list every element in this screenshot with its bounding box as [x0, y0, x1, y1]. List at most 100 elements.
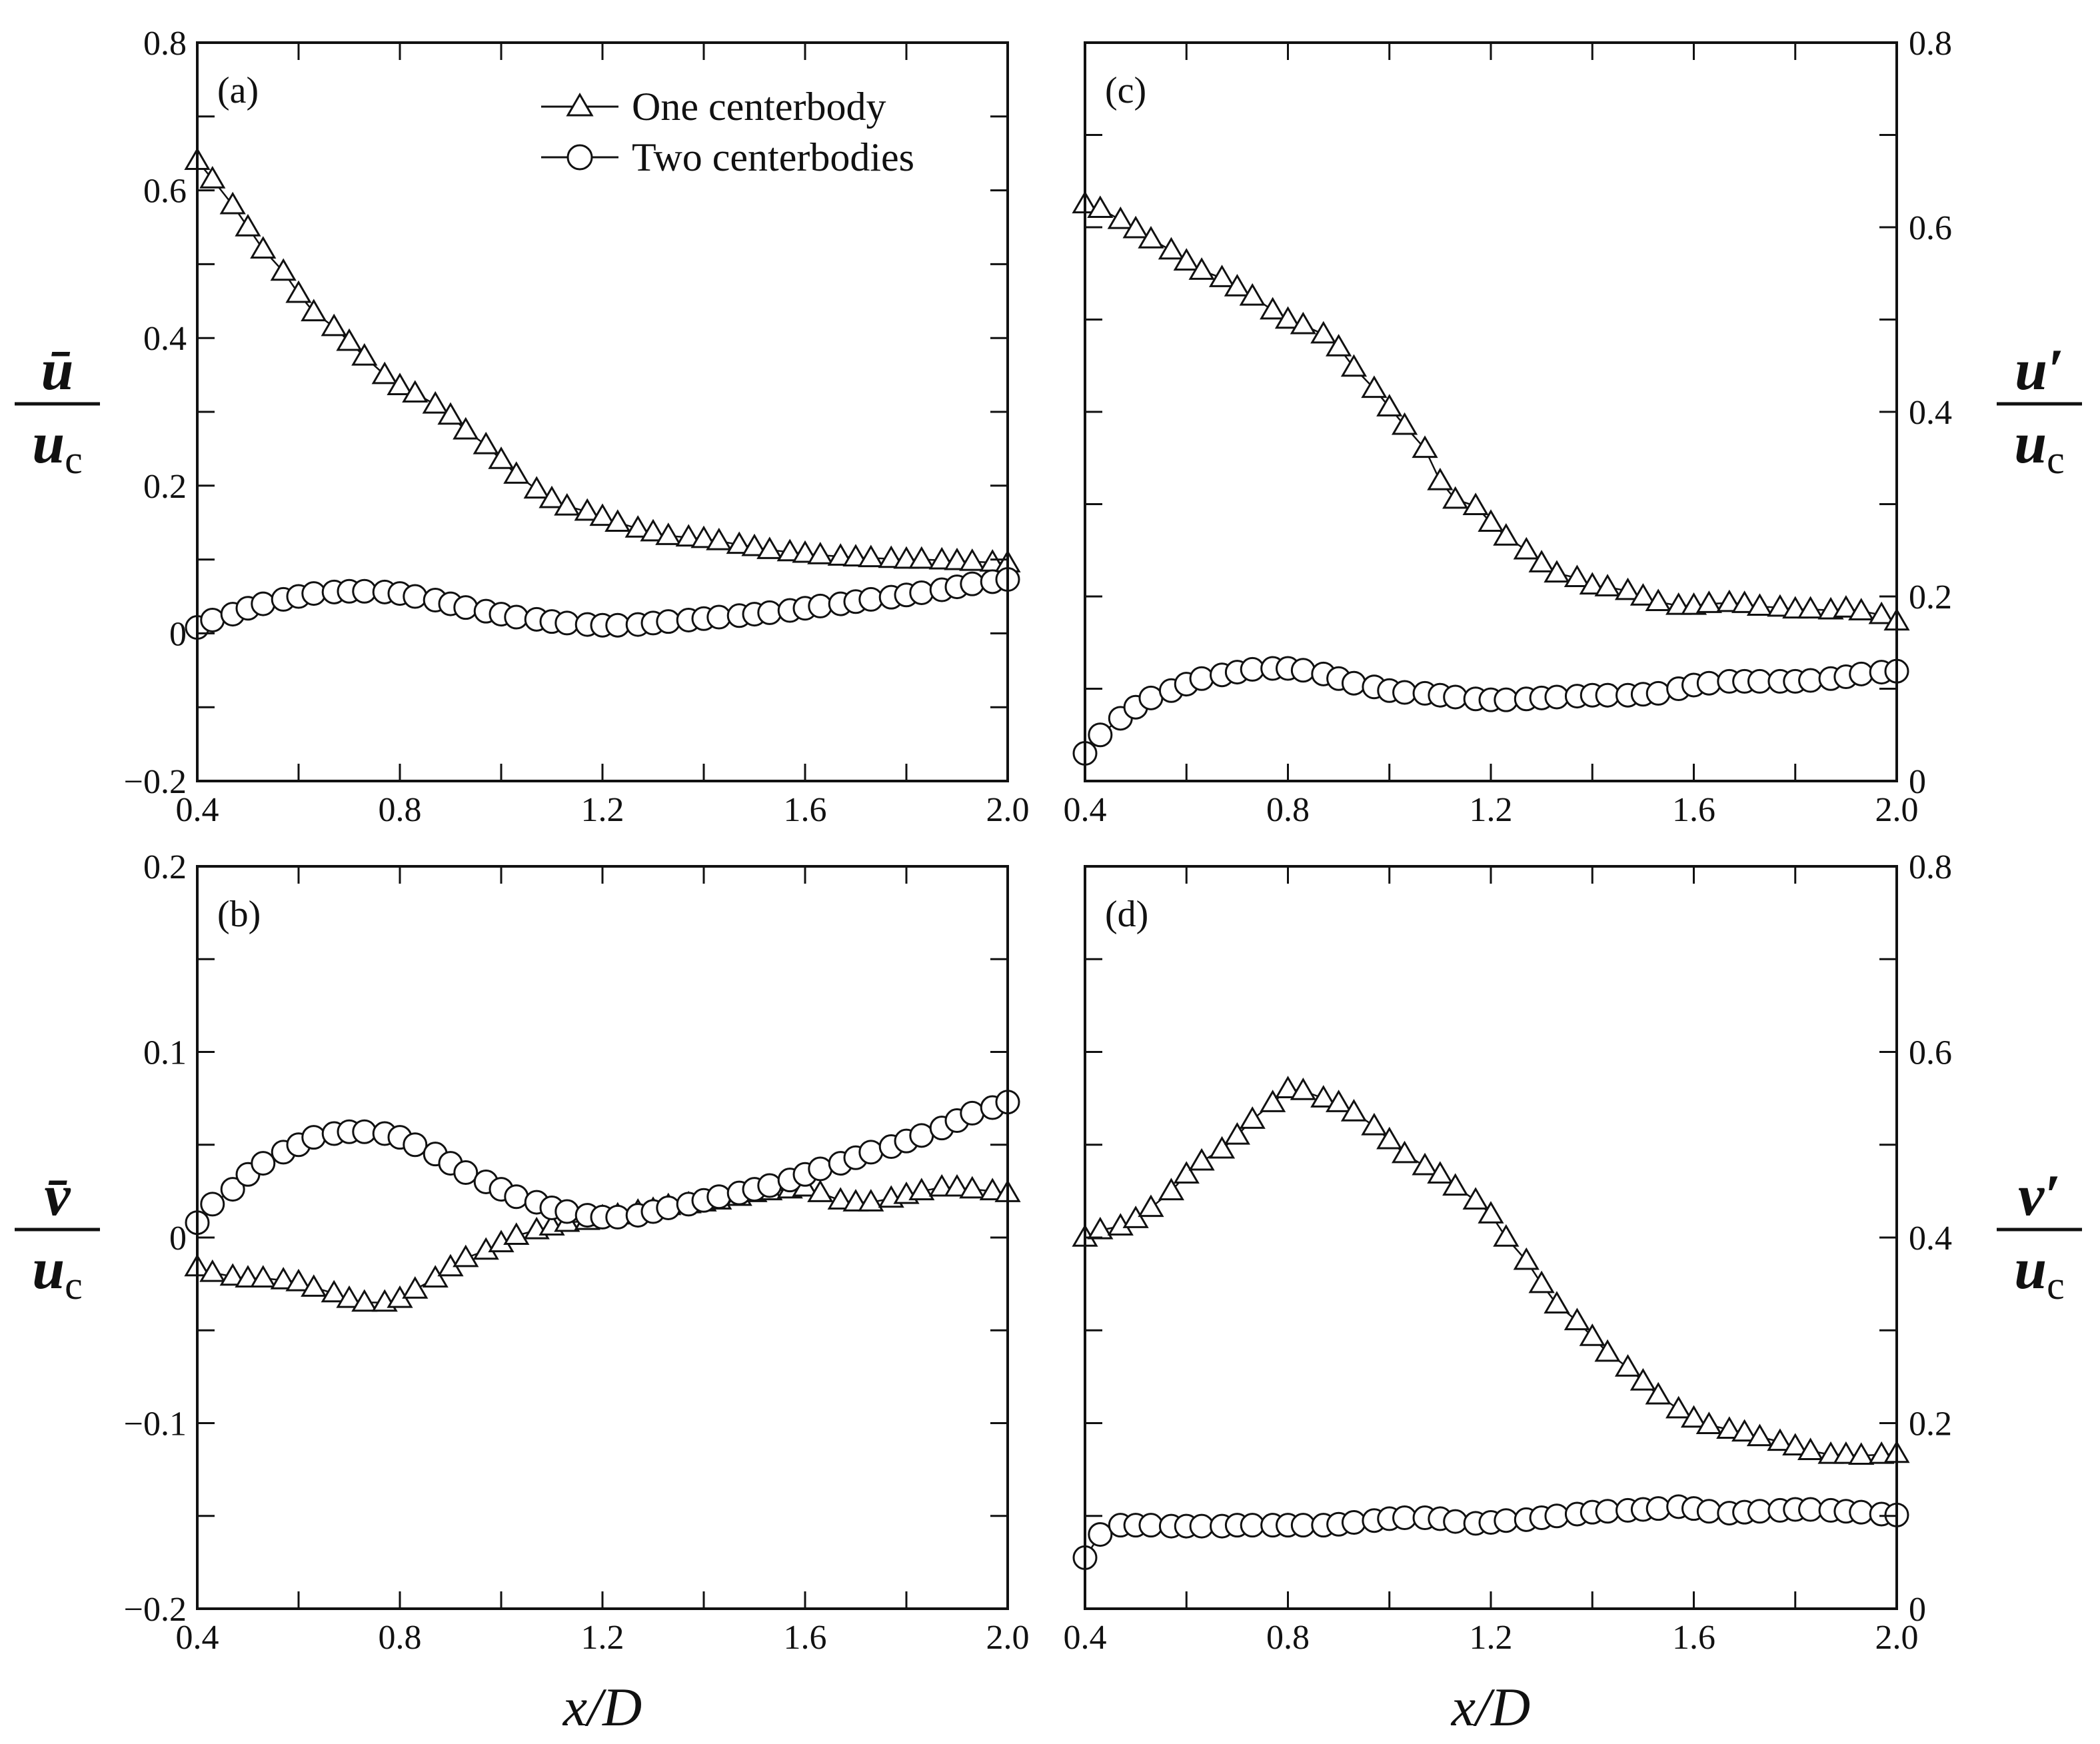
data-point-circle	[1138, 1513, 1164, 1538]
data-point-triangle	[1848, 1442, 1875, 1465]
data-point-triangle	[1767, 594, 1793, 617]
data-point-triangle	[1564, 564, 1591, 588]
data-point-circle	[1595, 682, 1620, 708]
data-point-triangle	[1665, 1395, 1692, 1419]
data-point-triangle	[285, 280, 312, 303]
data-point-triangle	[944, 547, 970, 570]
legend-marker-triangle	[566, 93, 594, 117]
data-point-circle	[605, 1204, 630, 1230]
data-point-triangle	[1528, 550, 1555, 572]
x-tick-label: 2.0	[1875, 791, 1919, 829]
data-point-triangle	[437, 402, 464, 425]
data-point-circle	[1290, 1513, 1316, 1538]
data-point-triangle	[1579, 1323, 1605, 1346]
data-point-circle	[960, 1100, 985, 1126]
data-point-triangle	[1122, 1206, 1149, 1228]
data-point-circle	[1747, 668, 1772, 694]
data-point-triangle	[1376, 1126, 1403, 1150]
panel-d-ylabel-numerator: v′	[2018, 1164, 2061, 1228]
data-point-triangle	[1427, 467, 1454, 490]
data-point-triangle	[675, 524, 702, 547]
data-point-circle	[909, 1123, 934, 1148]
x-tick-label: 0.4	[1064, 1619, 1107, 1657]
y-tick-label: 0	[1909, 763, 1926, 801]
data-point-triangle	[250, 236, 277, 259]
data-point-circle	[554, 1199, 580, 1224]
data-point-circle	[1138, 685, 1164, 710]
data-point-triangle	[604, 509, 631, 532]
data-point-triangle	[1833, 1441, 1859, 1464]
data-point-triangle	[1412, 435, 1438, 458]
y-tick-label: 0.4	[1909, 394, 1952, 432]
data-point-triangle	[741, 533, 768, 556]
data-point-triangle	[589, 503, 616, 526]
data-point-triangle	[1188, 1148, 1215, 1171]
panel-b-label: (b)	[217, 894, 261, 935]
data-point-circle	[301, 581, 327, 606]
data-point-triangle	[1087, 195, 1114, 219]
x-tick-label: 1.2	[581, 1619, 624, 1657]
data-point-triangle	[1442, 1173, 1469, 1196]
data-point-triangle	[1361, 375, 1388, 399]
x-tick-label: 0.8	[1266, 791, 1310, 829]
data-point-circle	[1392, 1505, 1418, 1531]
data-point-circle	[504, 604, 529, 630]
data-point-triangle	[1290, 1078, 1316, 1100]
panel-a-label: (a)	[217, 70, 259, 111]
data-point-triangle	[1224, 1122, 1250, 1145]
y-tick-label: 0.4	[1909, 1220, 1952, 1258]
panel-c-ylabel-denominator: uc	[2014, 411, 2065, 482]
data-point-triangle	[1274, 1076, 1302, 1098]
data-point-circle	[1696, 670, 1721, 696]
data-point-triangle	[1391, 1140, 1418, 1164]
data-point-circle	[403, 584, 428, 609]
data-point-circle	[453, 595, 479, 620]
y-tick-label: 0.6	[143, 173, 187, 211]
data-point-triangle	[959, 1176, 986, 1199]
data-point-triangle	[387, 373, 413, 395]
data-point-circle	[1392, 680, 1418, 705]
panel-c-label: (c)	[1105, 70, 1146, 111]
data-point-triangle	[1173, 1161, 1200, 1184]
data-point-triangle	[1260, 1090, 1286, 1112]
data-point-triangle	[1614, 1353, 1641, 1377]
data-point-triangle	[827, 543, 854, 566]
data-point-triangle	[422, 1265, 449, 1288]
data-point-triangle	[1579, 572, 1605, 595]
data-point-triangle	[1513, 1247, 1540, 1270]
panel-b-ylabel-denominator-sub: c	[65, 1264, 83, 1308]
data-point-triangle	[1797, 1437, 1824, 1461]
data-point-triangle	[1629, 1367, 1656, 1391]
data-point-triangle	[928, 546, 955, 570]
panel-c-ylabel: u′ uc	[1997, 338, 2082, 482]
data-point-triangle	[301, 1274, 327, 1297]
data-point-triangle	[1797, 596, 1824, 619]
data-point-triangle	[1224, 274, 1250, 297]
data-point-circle	[504, 1184, 529, 1210]
data-point-triangle	[1614, 577, 1641, 600]
data-point-circle	[909, 580, 934, 605]
data-point-circle	[858, 586, 884, 612]
x-tick-label: 2.0	[986, 1619, 1030, 1657]
data-point-triangle	[199, 165, 226, 189]
data-point-triangle	[1340, 1099, 1368, 1122]
data-point-triangle	[690, 525, 717, 548]
y-tick-label: 0.2	[1909, 578, 1952, 616]
data-point-triangle	[453, 1244, 479, 1268]
data-point-triangle	[1528, 1270, 1555, 1294]
data-point-triangle	[1695, 590, 1722, 613]
data-point-triangle	[1746, 1423, 1773, 1447]
data-point-triangle	[878, 545, 904, 568]
data-point-triangle	[488, 446, 515, 469]
data-point-circle	[1544, 1503, 1570, 1529]
x-tick-label: 1.6	[784, 1619, 827, 1657]
data-point-triangle	[1493, 522, 1520, 546]
panel-b-ylabel: v̄ uc	[15, 1164, 100, 1308]
x-tick-label: 1.2	[1470, 1619, 1513, 1657]
panel-a-ticks: 0.4 0.8 1.2 1.6 2.0 −0.2 0 0.2 0.4 0.6 0.8	[124, 25, 1030, 829]
data-point-triangle	[655, 522, 682, 545]
data-point-triangle	[1716, 589, 1743, 612]
data-point-triangle	[908, 546, 935, 569]
panel-d-label: (d)	[1105, 894, 1148, 935]
